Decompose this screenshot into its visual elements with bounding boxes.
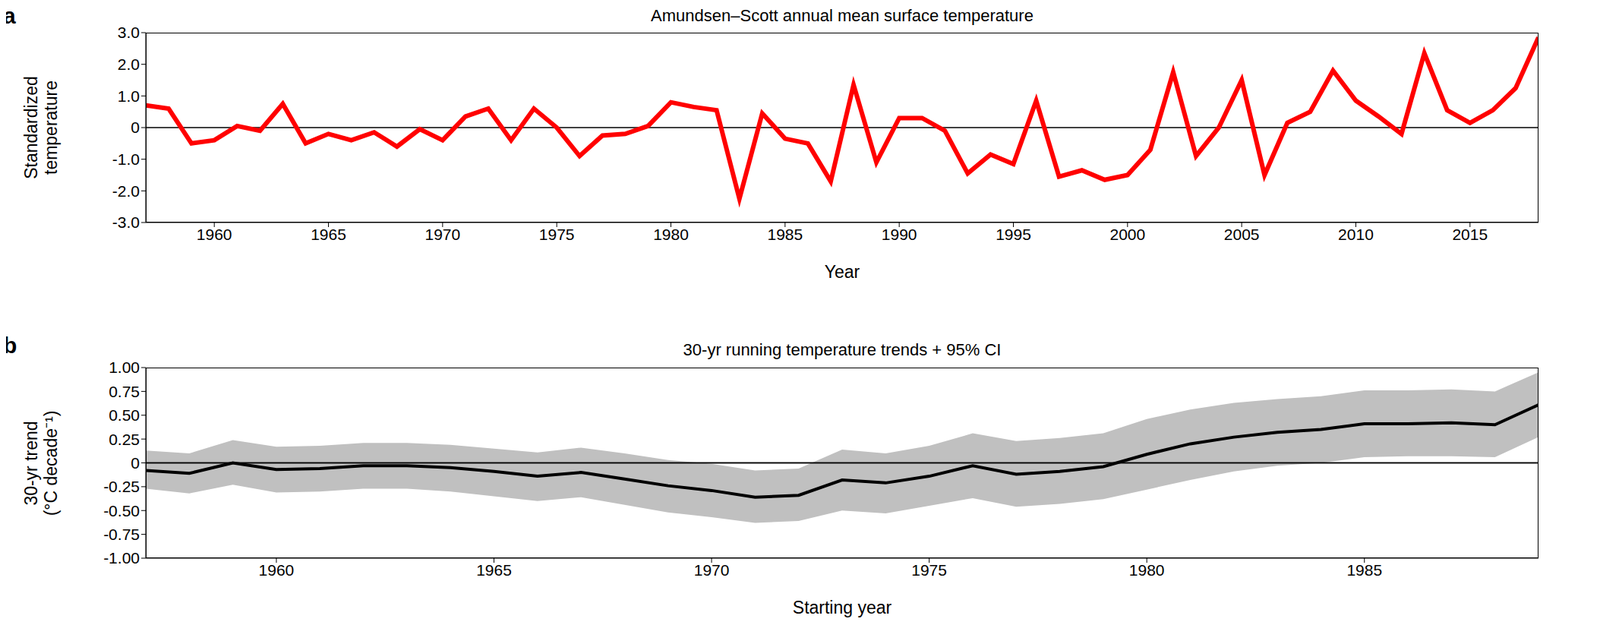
svg-text:1.00: 1.00 bbox=[108, 358, 140, 376]
svg-text:1970: 1970 bbox=[424, 225, 461, 243]
html-text:b: b bbox=[3, 332, 17, 358]
svg-text:1985: 1985 bbox=[1346, 561, 1383, 579]
html-text:(°C decade⁻¹): (°C decade⁻¹) bbox=[41, 410, 61, 516]
svg-text:-0.50: -0.50 bbox=[103, 501, 140, 520]
svg-text:0.75: 0.75 bbox=[108, 382, 140, 401]
svg-text:0: 0 bbox=[130, 454, 140, 472]
html-text:30-yr trend: 30-yr trend bbox=[21, 420, 42, 506]
svg-text:1990: 1990 bbox=[881, 225, 918, 243]
svg-text:1995: 1995 bbox=[995, 225, 1032, 243]
svg-text:1985: 1985 bbox=[766, 225, 803, 243]
svg-text:1975: 1975 bbox=[911, 561, 947, 579]
html-text:Year: Year bbox=[824, 261, 860, 282]
html-text:30-yr running temperature tren: 30-yr running temperature trends + 95% C… bbox=[683, 340, 1002, 360]
svg-text:2010: 2010 bbox=[1338, 225, 1374, 243]
svg-text:2000: 2000 bbox=[1109, 225, 1146, 243]
svg-text:2015: 2015 bbox=[1451, 225, 1488, 243]
html-text:Starting year: Starting year bbox=[792, 597, 892, 618]
svg-text:1975: 1975 bbox=[539, 225, 575, 243]
svg-text:1965: 1965 bbox=[476, 561, 512, 579]
svg-text:0: 0 bbox=[130, 118, 140, 136]
svg-text:-1.0: -1.0 bbox=[112, 150, 140, 168]
html-text:a: a bbox=[3, 3, 16, 29]
svg-text:-0.75: -0.75 bbox=[103, 525, 140, 543]
svg-text:2005: 2005 bbox=[1224, 225, 1260, 243]
svg-text:1960: 1960 bbox=[196, 225, 233, 243]
svg-text:2.0: 2.0 bbox=[117, 55, 140, 73]
svg-text:1965: 1965 bbox=[310, 225, 347, 243]
html-text:temperature: temperature bbox=[41, 80, 61, 175]
svg-text:-3.0: -3.0 bbox=[112, 213, 140, 231]
html-text:Standardized: Standardized bbox=[21, 76, 42, 180]
svg-text:-2.0: -2.0 bbox=[112, 182, 140, 200]
svg-text:0.25: 0.25 bbox=[108, 430, 140, 449]
svg-text:-1.00: -1.00 bbox=[103, 549, 140, 567]
svg-text:3.0: 3.0 bbox=[117, 23, 140, 42]
svg-text:1970: 1970 bbox=[694, 561, 730, 579]
svg-text:0.50: 0.50 bbox=[108, 406, 140, 424]
svg-text:1960: 1960 bbox=[258, 561, 295, 579]
html-text:Amundsen–Scott annual mean sur: Amundsen–Scott annual mean surface tempe… bbox=[650, 6, 1034, 26]
svg-text:1.0: 1.0 bbox=[117, 87, 140, 105]
svg-text:1980: 1980 bbox=[1129, 561, 1165, 579]
svg-text:1980: 1980 bbox=[653, 225, 689, 243]
svg-text:-0.25: -0.25 bbox=[103, 477, 140, 496]
